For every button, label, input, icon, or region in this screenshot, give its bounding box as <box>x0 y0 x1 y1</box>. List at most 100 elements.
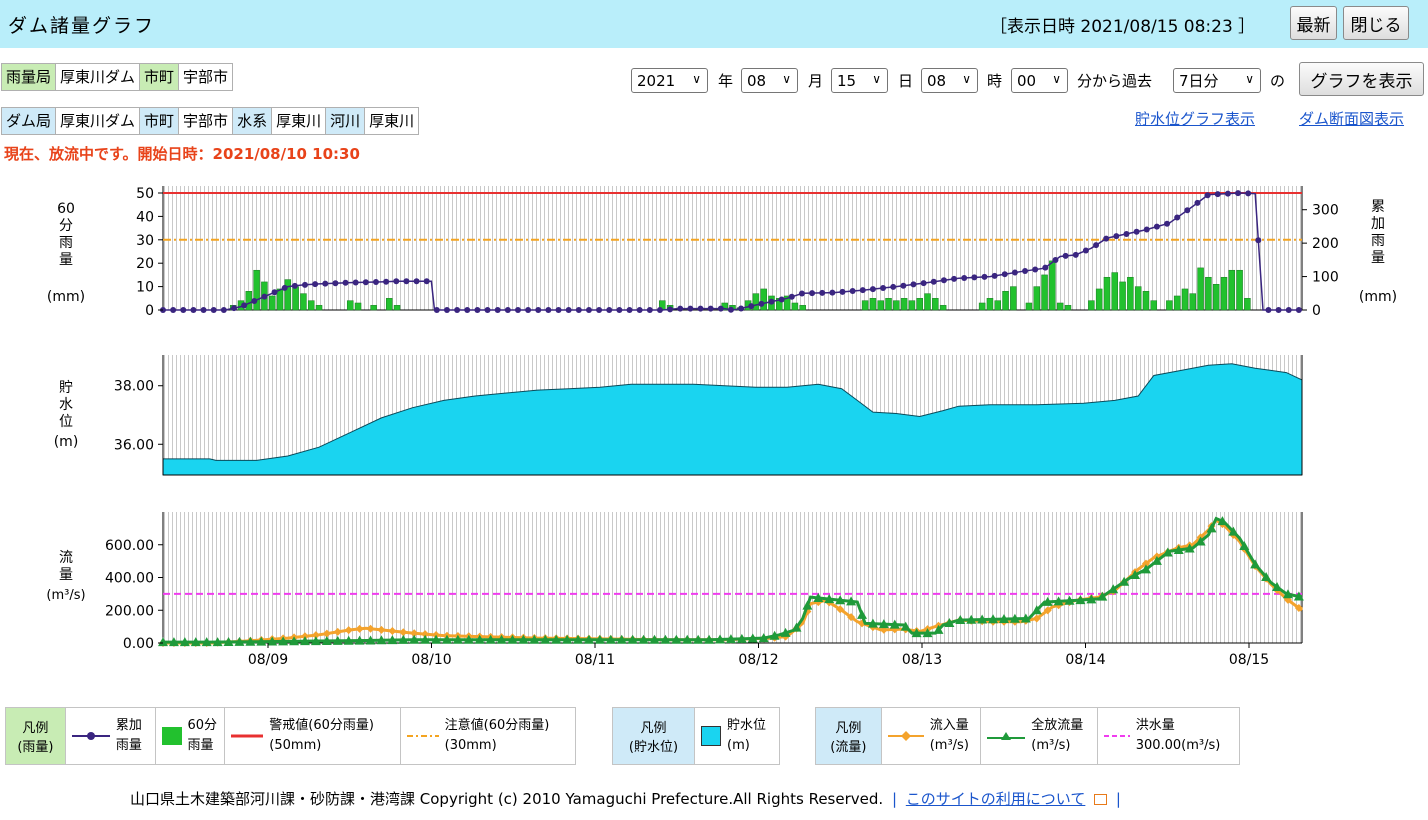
discharge-line-point <box>1053 596 1064 606</box>
storage-ticks: 38.00 36.00 <box>114 379 163 453</box>
cumulative-point <box>667 306 674 313</box>
day-select[interactable]: 15 ∨ <box>831 68 888 93</box>
inflow-legend-icon <box>887 731 924 741</box>
storage-legend: 凡例 (貯水位) 貯水位 (m) <box>612 707 780 765</box>
rain-bar <box>791 302 799 311</box>
cumulative-point <box>1295 307 1302 313</box>
cumulative-point <box>383 278 390 285</box>
tick-label: 600.00 <box>105 538 154 554</box>
date-tick-label: 08/09 <box>248 652 288 668</box>
cumulative-point <box>920 280 927 287</box>
cumulative-point <box>961 274 968 281</box>
minute-select[interactable]: 00 ∨ <box>1011 68 1068 93</box>
cumulative-point <box>1103 235 1110 242</box>
rain-bar <box>1150 300 1158 311</box>
cumulative-point <box>494 307 501 313</box>
date-ticks: 08/09 08/10 08/11 08/12 08/13 08/14 08/15 <box>248 643 1269 668</box>
cumulative-point <box>474 307 481 313</box>
refresh-button[interactable]: 最新 <box>1290 6 1337 40</box>
legend-subtitle: (流量) <box>830 740 867 755</box>
rain-bar <box>1127 276 1134 311</box>
cumulative-point <box>1001 271 1008 278</box>
rain-bar <box>799 305 806 311</box>
discharge-line-point <box>594 634 605 644</box>
rain-bar <box>253 269 260 311</box>
rain-bar <box>986 298 994 311</box>
period-unit: の <box>1270 72 1286 90</box>
rain-left-ylabel-4: 量 <box>59 252 73 268</box>
legend-inflow-label: 流入量 <box>929 718 969 733</box>
discharge-line-point <box>824 594 835 604</box>
cumulative-point <box>1245 190 1252 197</box>
inflow-line-point <box>311 631 320 640</box>
cumulative-point <box>180 307 187 313</box>
discharge-line-point <box>190 637 201 647</box>
flow-ticks: 600.00 400.00 200.00 0.00 <box>105 538 163 652</box>
month-select[interactable]: 08 ∨ <box>741 68 798 93</box>
chevron-down-icon: ∨ <box>1052 72 1061 86</box>
dam-section-link[interactable]: ダム断面図表示 <box>1299 110 1405 128</box>
discharge-line-point <box>758 633 769 643</box>
cumulative-point <box>940 277 947 284</box>
cumulative-point <box>677 305 684 312</box>
chevron-down-icon: ∨ <box>782 72 791 86</box>
rain-bar <box>924 293 931 311</box>
discharge-line-point <box>1119 576 1130 586</box>
cumulative-point <box>798 290 805 297</box>
cumulative-rain-line <box>160 190 1302 313</box>
month-value: 08 <box>747 71 767 90</box>
rain-bar <box>1095 288 1103 311</box>
discharge-line-point <box>485 634 496 644</box>
rain-station-value: 厚東川ダム <box>56 64 141 90</box>
flow-chart-grid <box>163 512 1302 643</box>
discharge-line-point <box>660 634 671 644</box>
cumulative-point <box>210 307 217 313</box>
show-graph-button[interactable]: グラフを表示 <box>1299 62 1424 96</box>
discharge-line-point <box>1239 541 1250 551</box>
discharge-line-point <box>1184 543 1195 553</box>
rain-bar <box>1002 291 1009 311</box>
rain-right-ylabel-1: 累 <box>1371 199 1385 215</box>
discharge-line-point <box>573 634 584 644</box>
hour-select[interactable]: 08 ∨ <box>921 68 978 93</box>
rain-bar-legend-icon <box>161 727 182 745</box>
legend-cum-label2: 雨量 <box>115 738 142 753</box>
discharge-line-point <box>431 634 442 644</box>
rain-bar <box>783 295 791 311</box>
discharge-line-point <box>354 635 365 645</box>
close-button[interactable]: 閉じる <box>1343 6 1409 40</box>
discharge-line-point <box>310 636 321 646</box>
legend-caution-label2: (30mm) <box>444 738 497 753</box>
cumulative-point <box>738 305 745 312</box>
rain-bar <box>1025 302 1033 311</box>
discharge-line-point <box>671 634 682 644</box>
cumulative-point <box>839 288 846 295</box>
year-select[interactable]: 2021 ∨ <box>631 68 708 93</box>
cumulative-point <box>241 302 248 309</box>
legend-title: 凡例 <box>835 721 862 736</box>
inflow-line-point <box>847 613 856 622</box>
river-value: 厚東川 <box>369 112 415 130</box>
cumulative-point <box>606 307 613 313</box>
cumulative-point <box>372 279 379 286</box>
water-system-value: 厚東川 <box>272 108 327 134</box>
display-datetime: ［表示日時 2021/08/15 08:23 ］ <box>990 17 1256 37</box>
inflow-line-point <box>399 628 408 637</box>
title-bar: ダム諸量グラフ ［表示日時 2021/08/15 08:23 ］ 最新 閉じる <box>0 0 1428 48</box>
period-select[interactable]: 7日分 ∨ <box>1173 68 1261 93</box>
cumulative-point <box>443 307 450 313</box>
cumulative-point <box>616 307 623 313</box>
storage-graph-link[interactable]: 貯水位グラフ表示 <box>1135 110 1256 128</box>
rain-legend: 凡例 (雨量) 累加 雨量 60分 雨量 警戒値(60分雨量) (50mm) 注意値(… <box>5 707 576 765</box>
rain-bar <box>1049 260 1056 311</box>
inflow-line-point <box>421 630 430 639</box>
discharge-line-point <box>267 636 278 646</box>
rain-station-info: 雨量局 厚東川ダム 市町 宇部市 <box>1 63 234 91</box>
cumulative-point <box>281 284 288 291</box>
storage-area <box>162 363 1303 476</box>
terms-link[interactable]: このサイトの利用について <box>905 790 1086 808</box>
footer-separator: | <box>1115 790 1121 808</box>
discharge-line-point <box>583 634 594 644</box>
discharge-line-point <box>1261 572 1272 582</box>
inflow-line-point <box>836 605 845 614</box>
